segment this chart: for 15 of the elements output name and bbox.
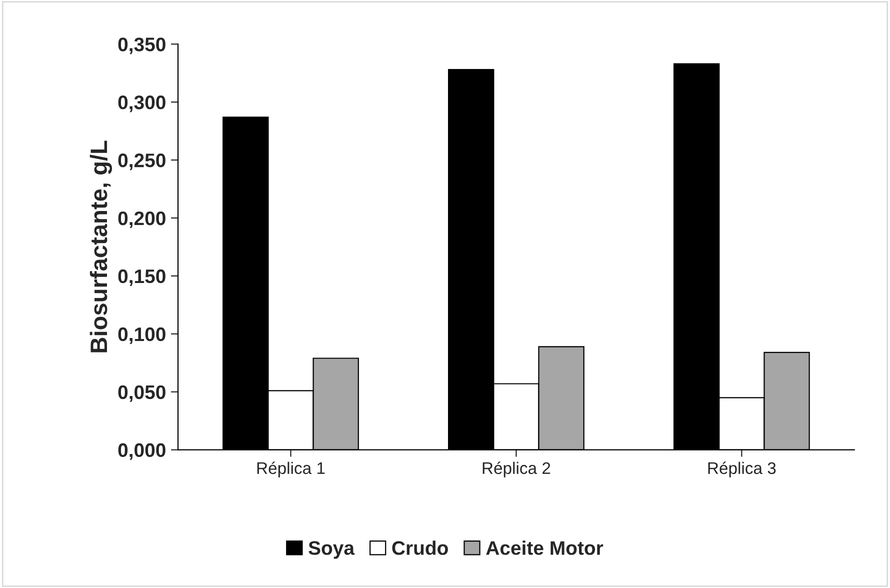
y-tick-label: 0,150 bbox=[118, 269, 166, 286]
y-axis-title: Biosurfactante, g/L bbox=[90, 140, 112, 352]
y-tick-label: 0,300 bbox=[118, 96, 166, 112]
legend-label: Aceite Motor bbox=[486, 540, 604, 555]
y-tick-label: 0,350 bbox=[118, 38, 166, 54]
legend-label: Soya bbox=[308, 541, 355, 559]
y-tick-label: 0,200 bbox=[118, 211, 166, 228]
legend-label: Crudo bbox=[392, 540, 448, 555]
x-tick-label: Réplica 2 bbox=[482, 462, 550, 478]
y-tick-label: 0,250 bbox=[118, 153, 166, 170]
y-tick-label: 0,000 bbox=[118, 443, 166, 460]
x-tick-label: Réplica 3 bbox=[708, 462, 776, 478]
y-tick-label: 0,100 bbox=[118, 327, 166, 344]
y-tick-label: 0,050 bbox=[118, 385, 166, 402]
x-tick-label: Réplica 1 bbox=[257, 462, 325, 478]
